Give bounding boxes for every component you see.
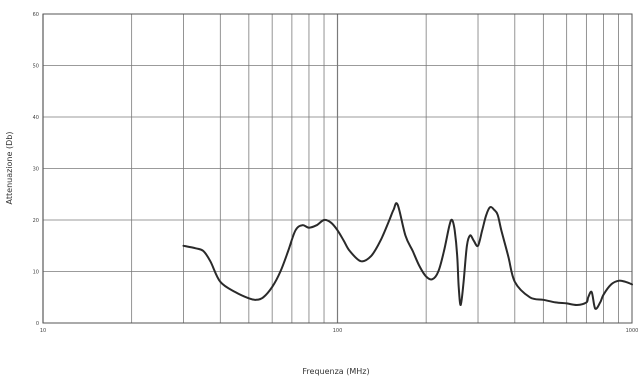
- data-point: [449, 225, 450, 226]
- data-point: [576, 304, 577, 305]
- data-point: [454, 230, 455, 231]
- data-point: [419, 266, 420, 267]
- data-point: [566, 303, 567, 304]
- data-point: [460, 304, 461, 305]
- data-point: [458, 286, 459, 287]
- data-point: [501, 230, 502, 231]
- data-point: [603, 294, 604, 295]
- data-point: [611, 284, 612, 285]
- data-point: [631, 284, 632, 285]
- data-point: [595, 308, 596, 309]
- data-point: [555, 302, 556, 303]
- data-point: [438, 271, 439, 272]
- data-point: [625, 281, 626, 282]
- data-point: [389, 219, 390, 220]
- data-point: [256, 299, 257, 300]
- data-point: [288, 250, 289, 251]
- data-point: [591, 292, 592, 293]
- data-point: [490, 207, 491, 208]
- data-point: [203, 250, 204, 251]
- data-point: [349, 250, 350, 251]
- data-point: [493, 209, 494, 210]
- y-tick-labels: 0 10 20 30 40 50 60: [33, 12, 39, 327]
- data-point: [183, 245, 184, 246]
- x-tick-label: 100: [333, 328, 343, 334]
- x-tick-labels: 10 100 1000: [40, 328, 638, 334]
- data-point: [302, 225, 303, 226]
- data-point: [397, 204, 398, 205]
- data-point: [195, 248, 196, 249]
- data-point: [497, 214, 498, 215]
- data-point: [529, 297, 530, 298]
- data-point: [600, 302, 601, 303]
- y-tick-label: 20: [33, 218, 39, 224]
- data-point: [463, 281, 464, 282]
- data-point: [588, 297, 589, 298]
- data-point: [457, 255, 458, 256]
- data-point: [235, 292, 236, 293]
- data-point: [323, 219, 324, 220]
- data-point: [586, 302, 587, 303]
- data-point: [473, 240, 474, 241]
- data-point: [514, 281, 515, 282]
- data-point: [482, 230, 483, 231]
- data-point: [248, 298, 249, 299]
- data-point: [486, 214, 487, 215]
- data-point: [220, 281, 221, 282]
- data-point: [295, 230, 296, 231]
- data-point: [343, 240, 344, 241]
- y-tick-label: 30: [33, 167, 39, 173]
- grid: [42, 13, 632, 324]
- data-point: [426, 276, 427, 277]
- data-point: [508, 255, 509, 256]
- y-tick-label: 40: [33, 115, 39, 121]
- x-axis-label: Frequenza (MHz): [302, 367, 369, 376]
- data-point: [272, 286, 273, 287]
- y-tick-label: 50: [33, 64, 39, 70]
- data-point: [618, 280, 619, 281]
- y-tick-label: 10: [33, 270, 39, 276]
- data-point: [263, 297, 264, 298]
- data-point: [210, 261, 211, 262]
- data-point: [543, 299, 544, 300]
- data-point: [412, 250, 413, 251]
- data-point: [452, 219, 453, 220]
- y-tick-label: 0: [36, 321, 39, 327]
- data-point: [443, 250, 444, 251]
- y-axis-label: Attenuazione (Db): [5, 132, 14, 205]
- series-line: [182, 202, 633, 310]
- data-point: [477, 245, 478, 246]
- data-point: [393, 209, 394, 210]
- plot-frame: [42, 13, 633, 324]
- data-point: [370, 255, 371, 256]
- x-tick-label: 10: [40, 328, 46, 334]
- data-point: [432, 279, 433, 280]
- data-point: [280, 271, 281, 272]
- data-point: [466, 245, 467, 246]
- x-tick-label: 1000: [626, 328, 638, 334]
- data-point: [337, 230, 338, 231]
- data-point: [316, 225, 317, 226]
- data-point: [360, 261, 361, 262]
- data-point: [308, 227, 309, 228]
- data-point: [405, 235, 406, 236]
- data-point: [330, 222, 331, 223]
- y-tick-label: 60: [33, 12, 39, 18]
- data-point: [469, 235, 470, 236]
- data-point: [380, 240, 381, 241]
